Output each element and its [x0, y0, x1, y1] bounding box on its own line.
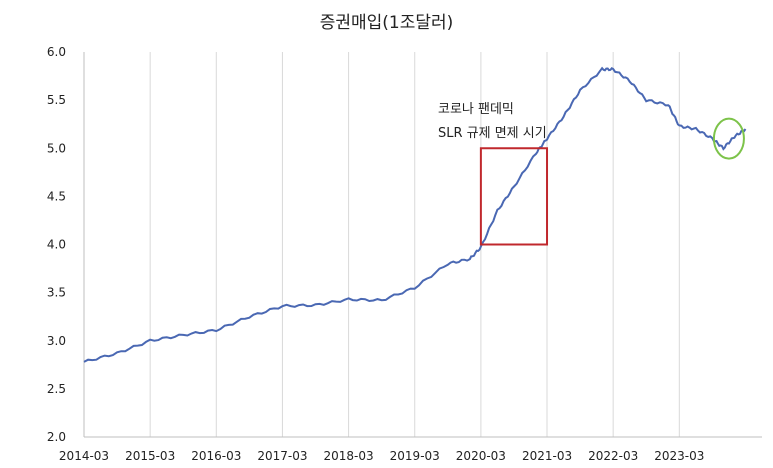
y-tick-label: 4.0: [47, 238, 66, 252]
gridlines: [83, 52, 680, 437]
x-tick-label: 2022-03: [588, 449, 638, 463]
y-tick-label: 4.5: [47, 189, 66, 203]
y-tick-label: 2.0: [47, 430, 66, 444]
x-tick-label: 2018-03: [324, 449, 374, 463]
y-tick-label: 3.0: [47, 334, 66, 348]
x-tick-label: 2014-03: [59, 449, 109, 463]
series-line-0: [83, 66, 747, 363]
x-tick-label: 2020-03: [456, 449, 506, 463]
y-tick-labels: 2.0 2.5 3.0 3.5 4.0 4.5 5.0 5.5 6.0: [47, 45, 66, 444]
y-tick-label: 5.0: [47, 141, 66, 155]
x-tick-label: 2019-03: [390, 449, 440, 463]
x-tick-label: 2017-03: [257, 449, 307, 463]
annotation-text: 코로나 팬데믹: [438, 102, 514, 117]
y-tick-label: 2.5: [47, 382, 66, 396]
axes: [83, 52, 762, 438]
x-tick-label: 2021-03: [522, 449, 572, 463]
x-tick-label: 2016-03: [191, 449, 241, 463]
highlight-ellipse: [712, 117, 745, 160]
annotation-text: SLR 규제 면제 시기: [438, 126, 547, 141]
chart-title: 증권매입(1조달러): [319, 13, 454, 33]
x-tick-label: 2023-03: [654, 449, 704, 463]
y-tick-label: 5.5: [47, 93, 66, 107]
highlight-box: [479, 147, 549, 246]
x-tick-labels: 2014-03 2015-03 2016-03 2017-03 2018-03 2019-…: [59, 449, 704, 463]
y-tick-label: 3.5: [47, 286, 66, 300]
annotations: 코로나 팬데믹 SLR 규제 면제 시기: [438, 102, 745, 246]
x-tick-label: 2015-03: [125, 449, 175, 463]
series-layer: [83, 66, 747, 363]
y-tick-label: 6.0: [47, 45, 66, 59]
